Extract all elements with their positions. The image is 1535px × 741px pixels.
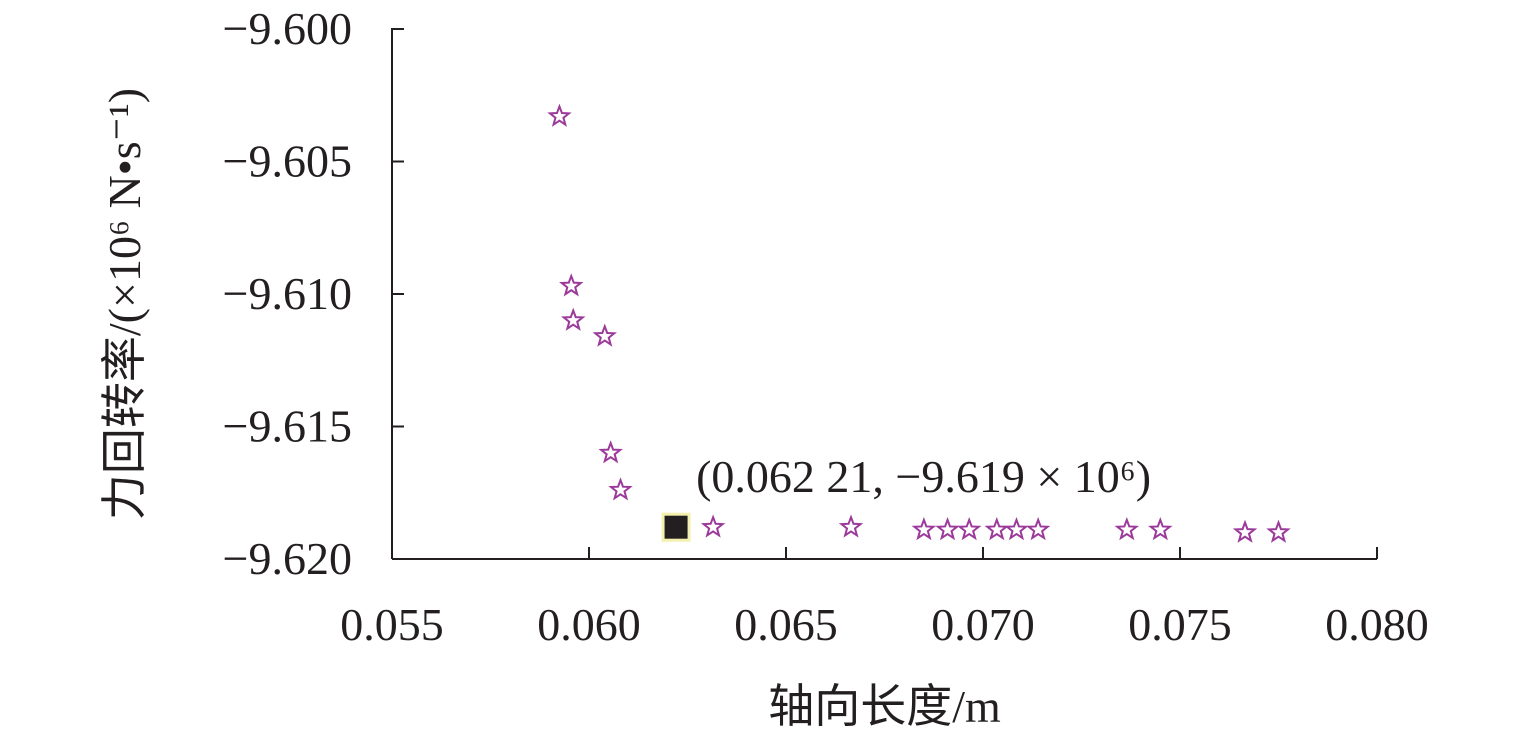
y-tick-label: −9.605 [223, 136, 352, 187]
star-point [1266, 519, 1291, 543]
x-tick-label: 0.070 [931, 599, 1035, 650]
labels: 0.055 0.060 0.065 0.070 0.075 0.080 −9.600 −9.6… [99, 3, 1429, 732]
star-point [1004, 516, 1029, 541]
x-tick-label: 0.065 [734, 599, 838, 650]
star-point [608, 477, 633, 501]
axes [391, 28, 1378, 560]
star-point [700, 514, 726, 538]
y-tick-label: −9.600 [223, 3, 352, 54]
star-point [1232, 519, 1258, 543]
star-point [1148, 516, 1173, 541]
y-tick-label: −9.610 [223, 268, 352, 319]
y-tick-label: −9.615 [223, 401, 352, 452]
x-tick-label: 0.080 [1325, 599, 1429, 650]
star-point [559, 273, 584, 297]
star-point [598, 440, 623, 464]
star-point [956, 516, 982, 541]
star-point [1114, 516, 1140, 541]
star-point [984, 516, 1010, 541]
x-tick-label: 0.055 [340, 599, 444, 650]
star-point [547, 103, 572, 127]
x-tick-label: 0.060 [537, 599, 641, 650]
data-points [547, 103, 1291, 543]
star-point [561, 307, 586, 331]
x-axis-title: 轴向长度/m [768, 681, 1001, 732]
star-point [935, 516, 960, 541]
optimal-point-annotation: (0.062 21, −9.619 × 10⁶) [696, 451, 1151, 502]
star-point [592, 323, 617, 347]
y-axis-title: 力回转率/(×10⁶ N•s⁻¹) [99, 88, 150, 520]
star-point [911, 516, 937, 541]
star-point [1025, 516, 1051, 541]
y-tick-label: −9.620 [223, 533, 352, 584]
optimal-point [661, 512, 691, 542]
star-point [838, 514, 864, 538]
x-tick-label: 0.075 [1128, 599, 1232, 650]
